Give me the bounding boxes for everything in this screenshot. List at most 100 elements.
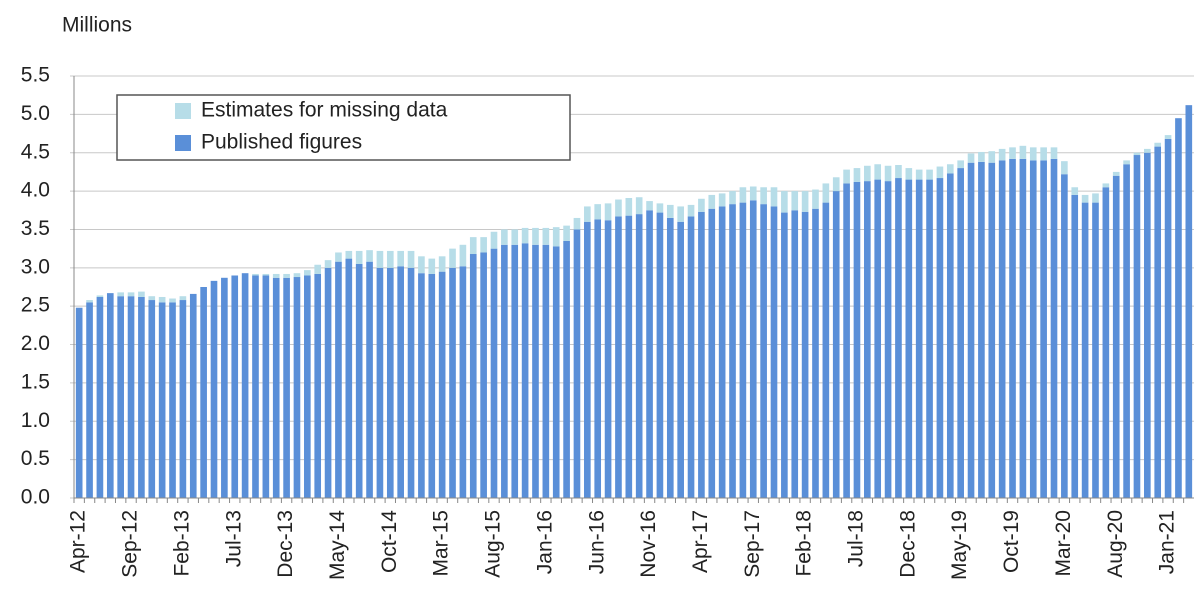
bar-segment: [314, 264, 322, 274]
bar-segment: [428, 273, 436, 498]
bar-segment: [573, 229, 581, 499]
bar-segment: [355, 250, 363, 264]
bar-segment: [366, 250, 373, 262]
bar-segment: [469, 254, 477, 498]
bar-segment: [604, 203, 612, 221]
bar-segment: [635, 197, 643, 215]
y-tick-label: 5.5: [21, 64, 50, 87]
bar-segment: [832, 191, 840, 498]
bar-segment: [687, 204, 695, 217]
bar-segment: [926, 179, 933, 498]
y-tick-label: 1.5: [21, 370, 50, 393]
bar-segment: [293, 277, 301, 498]
bar-segment: [625, 215, 633, 499]
bar-segment: [666, 217, 674, 499]
bar-segment: [946, 164, 954, 174]
bar-segment: [86, 300, 93, 303]
bar-segment: [656, 203, 664, 213]
bar-segment: [718, 193, 726, 207]
bar-segment: [397, 250, 404, 267]
bar-segment: [511, 229, 519, 245]
bar-segment: [1071, 194, 1079, 498]
bar-segment: [272, 273, 280, 278]
bar-segment: [355, 263, 363, 498]
y-tick-label: 4.0: [21, 179, 50, 202]
bar-segment: [594, 219, 602, 499]
x-tick-label: Dec-18: [896, 510, 919, 578]
x-tick-label: May-19: [948, 510, 971, 580]
bar-segment: [1050, 158, 1058, 498]
bar-segment: [812, 189, 819, 209]
bar-segment: [749, 200, 757, 498]
x-tick-label: Apr-17: [689, 510, 712, 573]
x-tick-label: Mar-15: [430, 510, 453, 577]
bar-segment: [1081, 194, 1089, 203]
bar-segment: [252, 273, 259, 276]
bar-segment: [169, 302, 176, 498]
bar-segment: [293, 273, 301, 278]
bar-segment: [739, 187, 747, 203]
bar-segment: [127, 296, 135, 498]
bar-segment: [221, 277, 228, 498]
bar-segment: [179, 296, 187, 301]
x-tick-label: May-14: [326, 510, 349, 580]
legend-box: [116, 94, 571, 161]
bar-segment: [1102, 187, 1110, 498]
bar-segment: [169, 298, 176, 303]
bar-segment: [905, 179, 913, 498]
bar-segment: [853, 181, 861, 498]
bar-segment: [988, 151, 996, 163]
bar-segment: [1019, 145, 1027, 159]
x-tick-label: Sep-12: [119, 510, 142, 578]
bar-segment: [532, 227, 539, 245]
bar-segment: [729, 204, 736, 498]
x-tick-label: Jan-16: [533, 510, 556, 574]
bar-segment: [345, 258, 353, 498]
bar-segment: [1154, 142, 1162, 147]
bar-segment: [1185, 105, 1193, 498]
bar-segment: [459, 266, 467, 498]
bar-segment: [480, 237, 487, 253]
bar-segment: [1154, 146, 1162, 498]
bar-segment: [988, 162, 996, 498]
bar-segment: [801, 211, 809, 499]
bar-segment: [75, 307, 83, 498]
bar-segment: [407, 250, 415, 268]
bar-segment: [822, 202, 830, 498]
bar-segment: [397, 266, 404, 498]
bar-segment: [967, 162, 975, 498]
x-tick-label: Oct-14: [378, 510, 401, 573]
bar-segment: [386, 250, 394, 268]
bar-segment: [532, 244, 539, 498]
x-tick-label: Feb-18: [793, 510, 816, 577]
bar-segment: [1175, 118, 1182, 498]
bar-segment: [1144, 152, 1151, 498]
bar-segment: [864, 165, 871, 182]
bar-segment: [615, 216, 622, 499]
y-tick-label: 1.0: [21, 409, 50, 432]
bar-segment: [957, 160, 964, 169]
x-tick-label: Mar-20: [1052, 510, 1075, 577]
legend-swatch: [175, 103, 191, 119]
y-tick-label: 5.0: [21, 102, 50, 125]
bar-segment: [563, 240, 570, 499]
bar-segment: [490, 231, 498, 249]
bar-segment: [345, 250, 353, 259]
bar-segment: [1164, 138, 1172, 498]
bar-segment: [666, 204, 674, 218]
bar-segment: [189, 293, 197, 498]
bar-segment: [708, 194, 716, 209]
bar-segment: [386, 267, 394, 498]
bar-segment: [127, 292, 135, 297]
bar-segment: [1092, 202, 1099, 498]
y-tick-label: 3.5: [21, 217, 50, 240]
bar-segment: [1164, 135, 1172, 139]
bar-segment: [335, 252, 342, 262]
bar-segment: [304, 275, 311, 498]
bar-segment: [573, 217, 581, 230]
x-tick-label: Oct-19: [1000, 510, 1023, 573]
bar-segment: [511, 244, 519, 498]
bar-segment: [998, 148, 1006, 161]
bar-segment: [1144, 148, 1151, 153]
bar-segment: [853, 168, 861, 182]
